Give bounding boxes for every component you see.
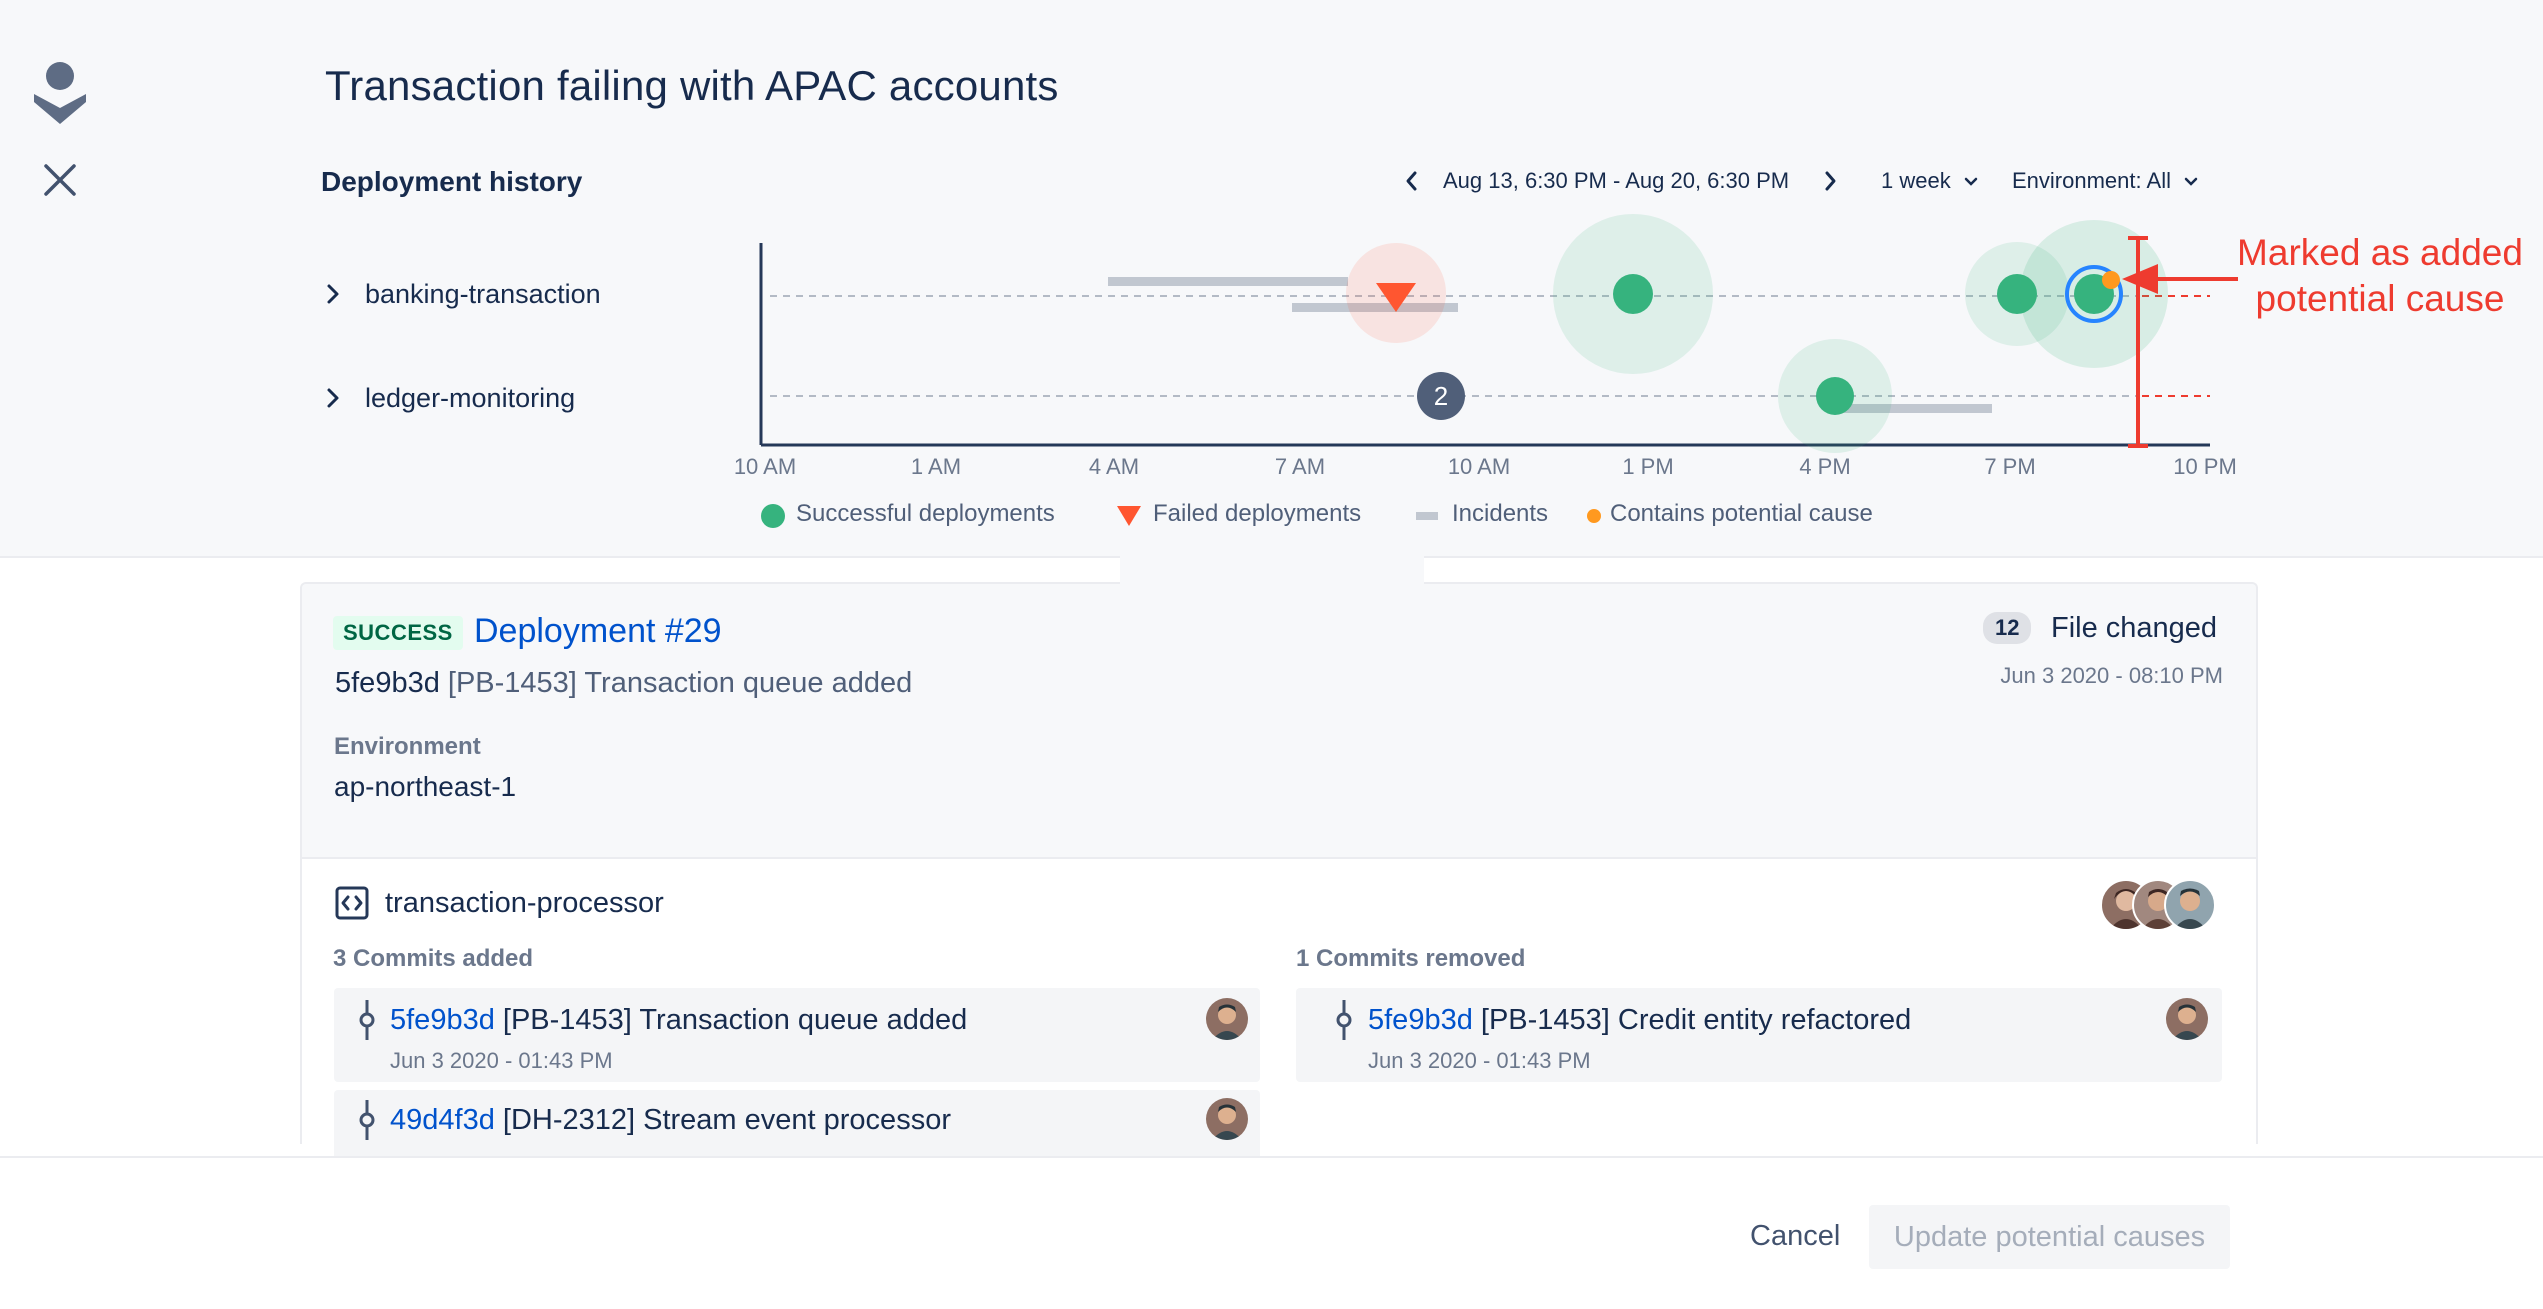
- commit-message: [PB-1453] Credit entity refactored: [1480, 1004, 1912, 1036]
- commit-title: 5fe9b3d [PB-1453] Credit entity refactor…: [1368, 1004, 1911, 1037]
- environment-value: ap-northeast-1: [334, 771, 517, 802]
- commit-message: [DH-2312] Stream event processor: [502, 1104, 951, 1136]
- status-badge: SUCCESS: [333, 616, 463, 650]
- deployment-commit: 5fe9b3d [PB-1453] Transaction queue adde…: [335, 667, 912, 700]
- expand-row-ledger-icon[interactable]: [322, 383, 344, 413]
- cancel-button[interactable]: Cancel: [1750, 1220, 1841, 1252]
- expand-row-banking-icon[interactable]: [322, 279, 344, 309]
- commit-hash-link[interactable]: 5fe9b3d: [1368, 1004, 1473, 1036]
- files-count-badge: 12: [1983, 612, 2032, 644]
- footer-divider: [0, 1156, 2543, 1158]
- annotation-line-2: potential cause: [2255, 278, 2505, 319]
- commit-item[interactable]: [1296, 988, 2222, 1082]
- commit-node-icon: [1336, 1000, 1352, 1040]
- annotation-line-1: Marked as added: [2237, 232, 2523, 273]
- commit-message: [PB-1453] Transaction queue added: [502, 1004, 968, 1036]
- commit-title: 5fe9b3d [PB-1453] Transaction queue adde…: [390, 1004, 967, 1037]
- avatar: [2164, 879, 2216, 931]
- annotation-callout: Marked as added potential cause: [2230, 230, 2530, 322]
- chevron-down-icon: [1964, 177, 1978, 186]
- card-pointer: [1120, 556, 1424, 584]
- commit-node-icon: [359, 1000, 375, 1040]
- files-changed-label: File changed: [2051, 612, 2218, 644]
- page-title: Transaction failing with APAC accounts: [325, 62, 1059, 109]
- commit-author-avatar: [2166, 998, 2208, 1040]
- legend-success-label: Successful deployments: [796, 500, 1055, 527]
- deployment-history-title: Deployment history: [321, 166, 583, 197]
- user-avatar-icon[interactable]: [32, 60, 88, 126]
- legend-incidents-label: Incidents: [1452, 500, 1549, 527]
- legend-potential-label: Contains potential cause: [1610, 500, 1873, 527]
- deployment-date: Jun 3 2020 - 08:10 PM: [2000, 663, 2223, 688]
- row-label-banking-transaction[interactable]: banking-transaction: [365, 279, 601, 309]
- period-select[interactable]: 1 week: [1881, 168, 1979, 194]
- commit-author-avatar: [1206, 998, 1248, 1040]
- close-icon[interactable]: [40, 160, 80, 200]
- commits-removed-label: 1 Commits removed: [1296, 945, 1526, 972]
- commit-node-icon: [359, 1100, 375, 1140]
- legend-failed-label: Failed deployments: [1153, 500, 1362, 527]
- environment-select[interactable]: Environment: All: [2012, 168, 2199, 194]
- commit-hash-link[interactable]: 49d4f3d: [390, 1104, 495, 1136]
- deployment-title-link[interactable]: Deployment #29: [474, 612, 722, 650]
- commit-title: 49d4f3d [DH-2312] Stream event processor: [390, 1104, 951, 1137]
- update-potential-causes-button[interactable]: Update potential causes: [1869, 1205, 2230, 1269]
- deployment-commit-hash: 5fe9b3d: [335, 667, 440, 699]
- deployment-commit-message: [PB-1453] Transaction queue added: [447, 667, 913, 699]
- repository-name: transaction-processor: [385, 887, 664, 919]
- code-repo-icon: [335, 886, 369, 920]
- chevron-left-icon[interactable]: [1400, 166, 1424, 196]
- environment-select-label: Environment: All: [2012, 168, 2171, 193]
- period-select-label: 1 week: [1881, 168, 1951, 193]
- date-range: Aug 13, 6:30 PM - Aug 20, 6:30 PM: [1443, 168, 1790, 193]
- chevron-right-icon[interactable]: [1818, 166, 1842, 196]
- chevron-down-icon: [2184, 177, 2198, 186]
- commit-item[interactable]: [334, 1090, 1260, 1160]
- commits-added-label: 3 Commits added: [333, 945, 534, 972]
- commit-date: Jun 3 2020 - 01:43 PM: [1368, 1048, 1591, 1073]
- commit-author-avatar: [1206, 1098, 1248, 1140]
- environment-label: Environment: [334, 733, 481, 760]
- row-label-ledger-monitoring[interactable]: ledger-monitoring: [365, 383, 576, 413]
- commit-item[interactable]: [334, 988, 1260, 1082]
- commit-hash-link[interactable]: 5fe9b3d: [390, 1004, 495, 1036]
- commit-date: Jun 3 2020 - 01:43 PM: [390, 1048, 613, 1073]
